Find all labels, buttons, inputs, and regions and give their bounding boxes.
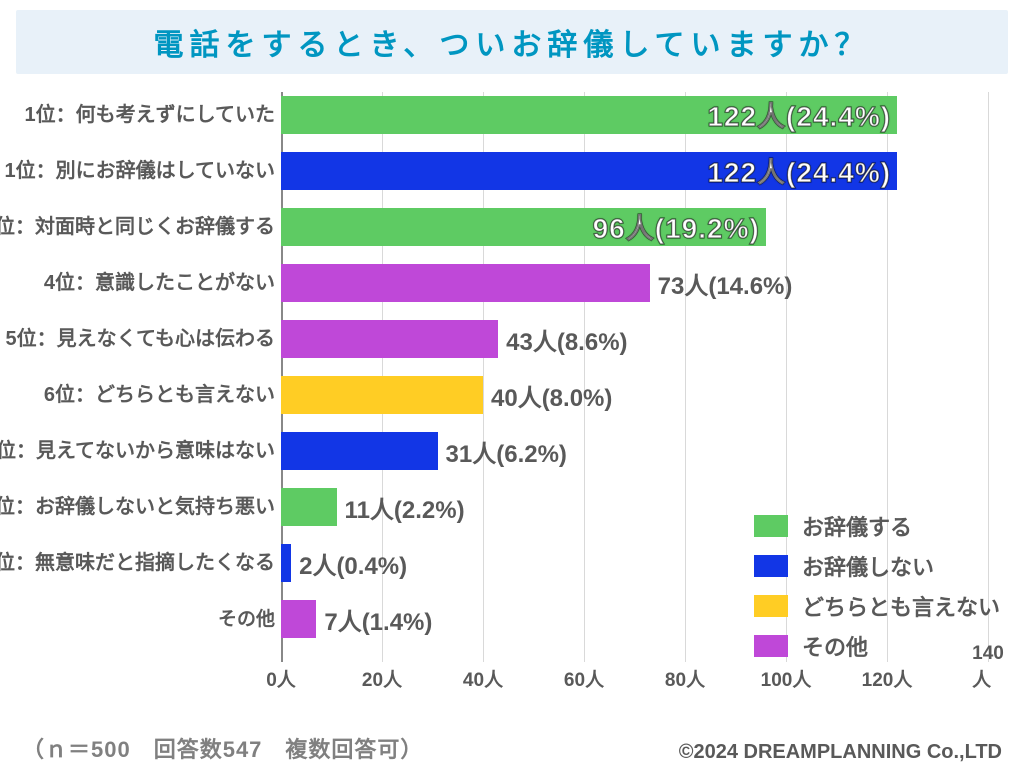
bar — [281, 376, 483, 414]
legend-item: どちらとも言えない — [754, 590, 1000, 622]
legend-swatch — [754, 595, 788, 617]
legend-label: お辞儀しない — [802, 550, 934, 582]
bar — [281, 432, 438, 470]
bar — [281, 488, 337, 526]
bar-category-label: 6位：どちらとも言えない — [44, 385, 275, 405]
bar-row: 96人(19.2%) — [281, 208, 766, 246]
bar-value-label: 7人(1.4%) — [324, 602, 432, 637]
bar — [281, 544, 291, 582]
bar-category-label: 8位：お辞儀しないと気持ち悪い — [0, 497, 275, 517]
bar-category-label: 9位：無意味だと指摘したくなる — [0, 553, 275, 573]
legend-item: お辞儀する — [754, 510, 1000, 542]
legend-item: その他 — [754, 630, 1000, 662]
bar-value-label: 11人(2.2%) — [345, 490, 465, 525]
bar-row: 43人(8.6%) — [281, 320, 628, 358]
legend-label: どちらとも言えない — [802, 590, 1000, 622]
y-axis-labels: 1位：何も考えずにしていた1位：別にお辞儀はしていない3位：対面時と同じくお辞儀… — [32, 92, 275, 662]
x-tick-label: 80人 — [665, 665, 705, 692]
legend-swatch — [754, 515, 788, 537]
bar-category-label: その他 — [218, 610, 275, 629]
bar-value-label: 73人(14.6%) — [658, 266, 793, 301]
bar-row: 122人(24.4%) — [281, 152, 897, 190]
footer-sample-note: （ｎ＝500 回答数547 複数回答可） — [22, 732, 423, 764]
x-tick-label: 40人 — [463, 665, 503, 692]
legend-label: お辞儀する — [802, 510, 912, 542]
footer: （ｎ＝500 回答数547 複数回答可） ©2024 DREAMPLANNING… — [22, 732, 1002, 764]
bar-value-label: 43人(8.6%) — [506, 322, 627, 357]
x-tick-label: 20人 — [362, 665, 402, 692]
bar-value-label: 2人(0.4%) — [299, 546, 407, 581]
bar-row: 11人(2.2%) — [281, 488, 465, 526]
bar-category-label: 7位：見えてないから意味はない — [0, 441, 275, 461]
bar-value-label: 122人(24.4%) — [275, 95, 891, 135]
x-tick-label: 0人 — [266, 665, 296, 692]
legend-swatch — [754, 635, 788, 657]
bar-value-label: 31人(6.2%) — [446, 434, 567, 469]
bar-category-label: 3位：対面時と同じくお辞儀する — [0, 217, 275, 237]
chart-title: 電話をするとき、ついお辞儀していますか？ — [16, 20, 1008, 64]
legend-label: その他 — [802, 630, 868, 662]
chart-title-bar: 電話をするとき、ついお辞儀していますか？ — [16, 10, 1008, 74]
bar-row: 40人(8.0%) — [281, 376, 612, 414]
bar — [281, 600, 316, 638]
legend: お辞儀するお辞儀しないどちらとも言えないその他 — [754, 502, 1000, 670]
bar-category-label: 1位：別にお辞儀はしていない — [4, 161, 275, 181]
bar-category-label: 4位：意識したことがない — [44, 273, 275, 293]
legend-swatch — [754, 555, 788, 577]
bar-category-label: 5位：見えなくても心は伝わる — [5, 329, 275, 349]
bar-row: 31人(6.2%) — [281, 432, 567, 470]
bar-row: 7人(1.4%) — [281, 600, 432, 638]
bar — [281, 264, 650, 302]
bar — [281, 320, 498, 358]
bar-value-label: 96人(19.2%) — [275, 207, 760, 247]
legend-item: お辞儀しない — [754, 550, 1000, 582]
bar-value-label: 122人(24.4%) — [275, 151, 891, 191]
bar-row: 73人(14.6%) — [281, 264, 792, 302]
bar-row: 122人(24.4%) — [281, 96, 897, 134]
footer-copyright: ©2024 DREAMPLANNING Co.,LTD — [679, 741, 1002, 764]
bar-value-label: 40人(8.0%) — [491, 378, 612, 413]
bar-row: 2人(0.4%) — [281, 544, 407, 582]
bar-category-label: 1位：何も考えずにしていた — [24, 105, 275, 125]
x-tick-label: 60人 — [564, 665, 604, 692]
